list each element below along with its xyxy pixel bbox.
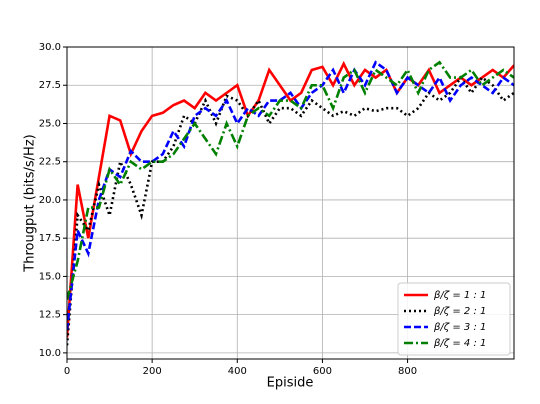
y-tick-label: 17.5 — [39, 233, 61, 244]
legend-label: β/ζ = 4 : 1 — [433, 338, 486, 349]
y-tick-label: 25.0 — [39, 118, 61, 129]
legend-label: β/ζ = 1 : 1 — [433, 290, 486, 301]
legend-label: β/ζ = 2 : 1 — [433, 306, 486, 317]
y-tick-label: 30.0 — [39, 42, 61, 53]
y-tick-label: 10.0 — [39, 348, 61, 359]
series-line — [67, 75, 514, 346]
y-tick-label: 12.5 — [39, 310, 61, 321]
y-tick-label: 20.0 — [39, 195, 61, 206]
legend-label: β/ζ = 3 : 1 — [433, 322, 486, 333]
y-tick-label: 22.5 — [39, 157, 61, 168]
series-line — [67, 60, 514, 338]
x-axis-label: Episide — [267, 376, 314, 391]
y-axis-label: Througput (bits/s/Hz) — [23, 134, 38, 272]
y-tick-label: 27.5 — [39, 80, 61, 91]
series-line — [67, 60, 514, 331]
x-tick-label: 800 — [398, 366, 417, 377]
plot-frame — [66, 46, 515, 360]
x-tick-label: 0 — [64, 366, 70, 377]
x-tick-label: 600 — [313, 366, 332, 377]
y-tick-label: 15.0 — [39, 271, 61, 282]
series-line — [67, 60, 514, 300]
x-tick-label: 200 — [143, 366, 162, 377]
x-tick-label: 400 — [228, 366, 247, 377]
legend-box — [397, 282, 511, 356]
